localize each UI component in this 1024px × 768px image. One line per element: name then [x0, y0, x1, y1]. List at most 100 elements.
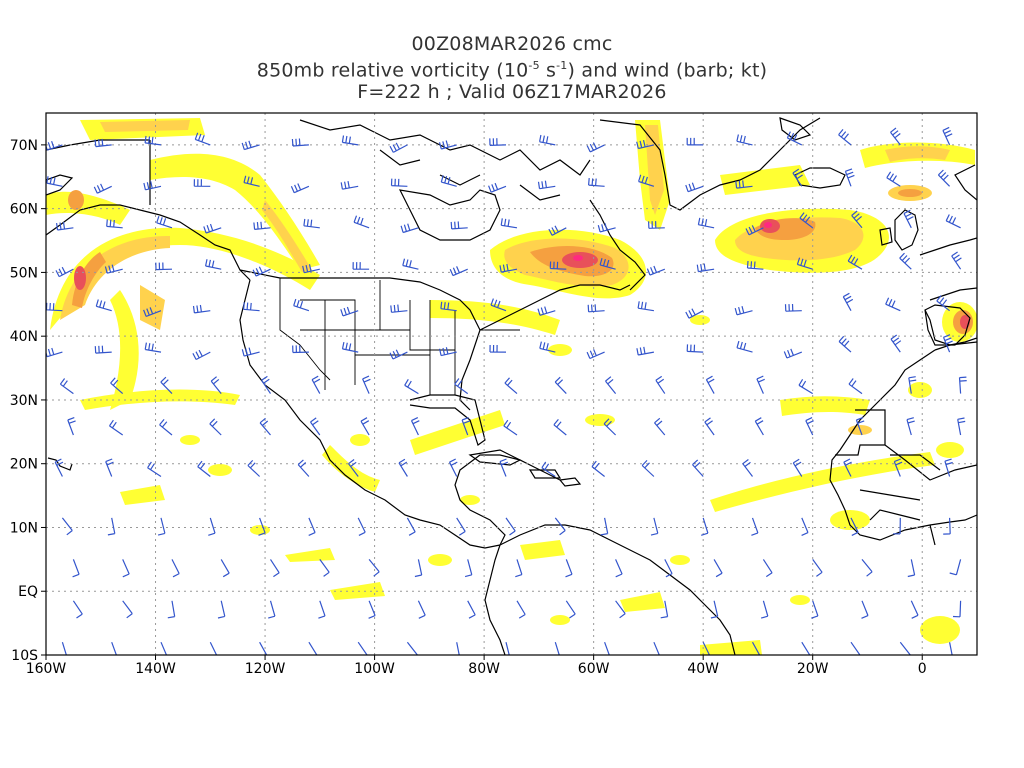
wind-barb: [144, 342, 162, 353]
wind-barb: [390, 304, 408, 313]
wind-barb: [906, 417, 915, 436]
wind-barb: [801, 517, 809, 536]
wind-barb: [55, 266, 74, 278]
wind-barb: [850, 641, 861, 655]
wind-barb: [406, 641, 418, 655]
wind-barb: [597, 223, 616, 233]
wind-barb: [340, 306, 359, 317]
lat-label: 50N: [10, 265, 38, 281]
wind-barb: [952, 600, 962, 618]
wind-barb: [217, 600, 226, 619]
wind-barb: [893, 458, 903, 477]
coast-british-isles: [879, 209, 919, 251]
wind-barb: [67, 417, 76, 436]
wind-barb: [259, 641, 268, 655]
wind-barb: [516, 600, 526, 619]
wind-barb: [890, 334, 902, 353]
wind-barb: [751, 517, 759, 536]
wind-barb: [784, 303, 802, 312]
wind-barb: [352, 262, 370, 270]
wind-barb: [450, 221, 468, 230]
wind-barb: [54, 458, 64, 477]
wind-barb: [945, 214, 961, 229]
wind-barb: [958, 376, 967, 394]
wind-barb: [745, 225, 764, 236]
wind-barb: [548, 225, 567, 236]
wind-barb: [760, 600, 769, 619]
wind-barb: [46, 176, 63, 187]
wind-barb: [811, 600, 819, 619]
wind-barb: [464, 559, 473, 578]
wind-barb: [792, 458, 803, 477]
wind-barb: [685, 308, 704, 319]
axis-ticks: [41, 144, 923, 660]
wind-barb: [903, 209, 914, 229]
wind-barb: [796, 257, 813, 270]
coast-caribbean: [468, 449, 582, 487]
wind-barb: [105, 458, 114, 477]
wind-barb: [615, 559, 623, 578]
wind-barb: [692, 459, 704, 477]
wind-barb: [160, 376, 173, 395]
wind-barb: [636, 346, 655, 356]
wind-barb: [417, 600, 426, 619]
wind-barb: [406, 517, 416, 536]
coast-south-america: [484, 524, 736, 655]
wind-barb: [454, 378, 469, 395]
title-field: 850mb relative vorticity (10-5 s-1) and …: [256, 59, 768, 82]
latitude-labels: 70N 60N 50N 40N 30N 20N 10N EQ 10S: [10, 138, 38, 664]
wind-barb: [756, 375, 765, 394]
wind-barb: [209, 641, 218, 655]
wind-barb: [604, 641, 610, 655]
wind-barb: [192, 349, 211, 361]
wind-barb: [160, 641, 168, 655]
lat-label: 10N: [10, 520, 38, 536]
coast-greenland: [599, 117, 821, 211]
wind-barb: [686, 137, 704, 146]
wind-barb: [319, 559, 330, 577]
wind-barb: [554, 376, 567, 395]
wind-barb: [762, 559, 773, 578]
wind-barb: [155, 262, 173, 271]
lon-label: 60W: [578, 661, 610, 677]
wind-barb: [340, 180, 359, 190]
title-run: 00Z08MAR2026 cmc: [411, 33, 613, 55]
wind-barb: [886, 171, 901, 187]
wind-barb: [208, 517, 216, 536]
vorticity-shading: [46, 118, 977, 655]
longitude-labels: 160W 140W 120W 100W 80W 60W 40W 20W 0: [26, 661, 927, 677]
lat-label: 70N: [10, 138, 38, 154]
wind-barb: [500, 218, 518, 229]
wind-barb: [588, 178, 605, 187]
wind-barb: [844, 168, 855, 187]
wind-barb: [697, 217, 715, 229]
wind-barb: [944, 458, 953, 477]
lon-label: 20W: [797, 661, 829, 677]
wind-barb: [499, 458, 509, 477]
wind-barb: [414, 559, 423, 578]
wind-barb: [783, 348, 803, 359]
wind-barb: [957, 417, 966, 436]
wind-barb: [253, 221, 271, 230]
wind-barb: [400, 223, 419, 234]
wind-barb: [848, 378, 863, 395]
wind-barb: [302, 264, 320, 274]
wind-barb: [193, 179, 211, 187]
wind-barb: [293, 298, 310, 312]
wind-barb: [736, 340, 753, 353]
wind-barb: [107, 517, 116, 536]
wind-barb: [308, 517, 316, 536]
wind-barb: [269, 559, 280, 578]
wind-barb: [890, 127, 901, 146]
wind-barb: [591, 460, 605, 477]
lon-label: 40W: [687, 661, 719, 677]
wind-barb: [937, 169, 951, 187]
wind-barb: [553, 419, 567, 436]
lon-label: 160W: [26, 661, 67, 677]
wind-barb: [586, 142, 605, 153]
wind-barb: [357, 517, 366, 536]
wind-barb: [704, 417, 715, 436]
wind-barb: [348, 459, 359, 477]
wind-barb: [194, 132, 211, 146]
wind-barb: [701, 517, 709, 536]
